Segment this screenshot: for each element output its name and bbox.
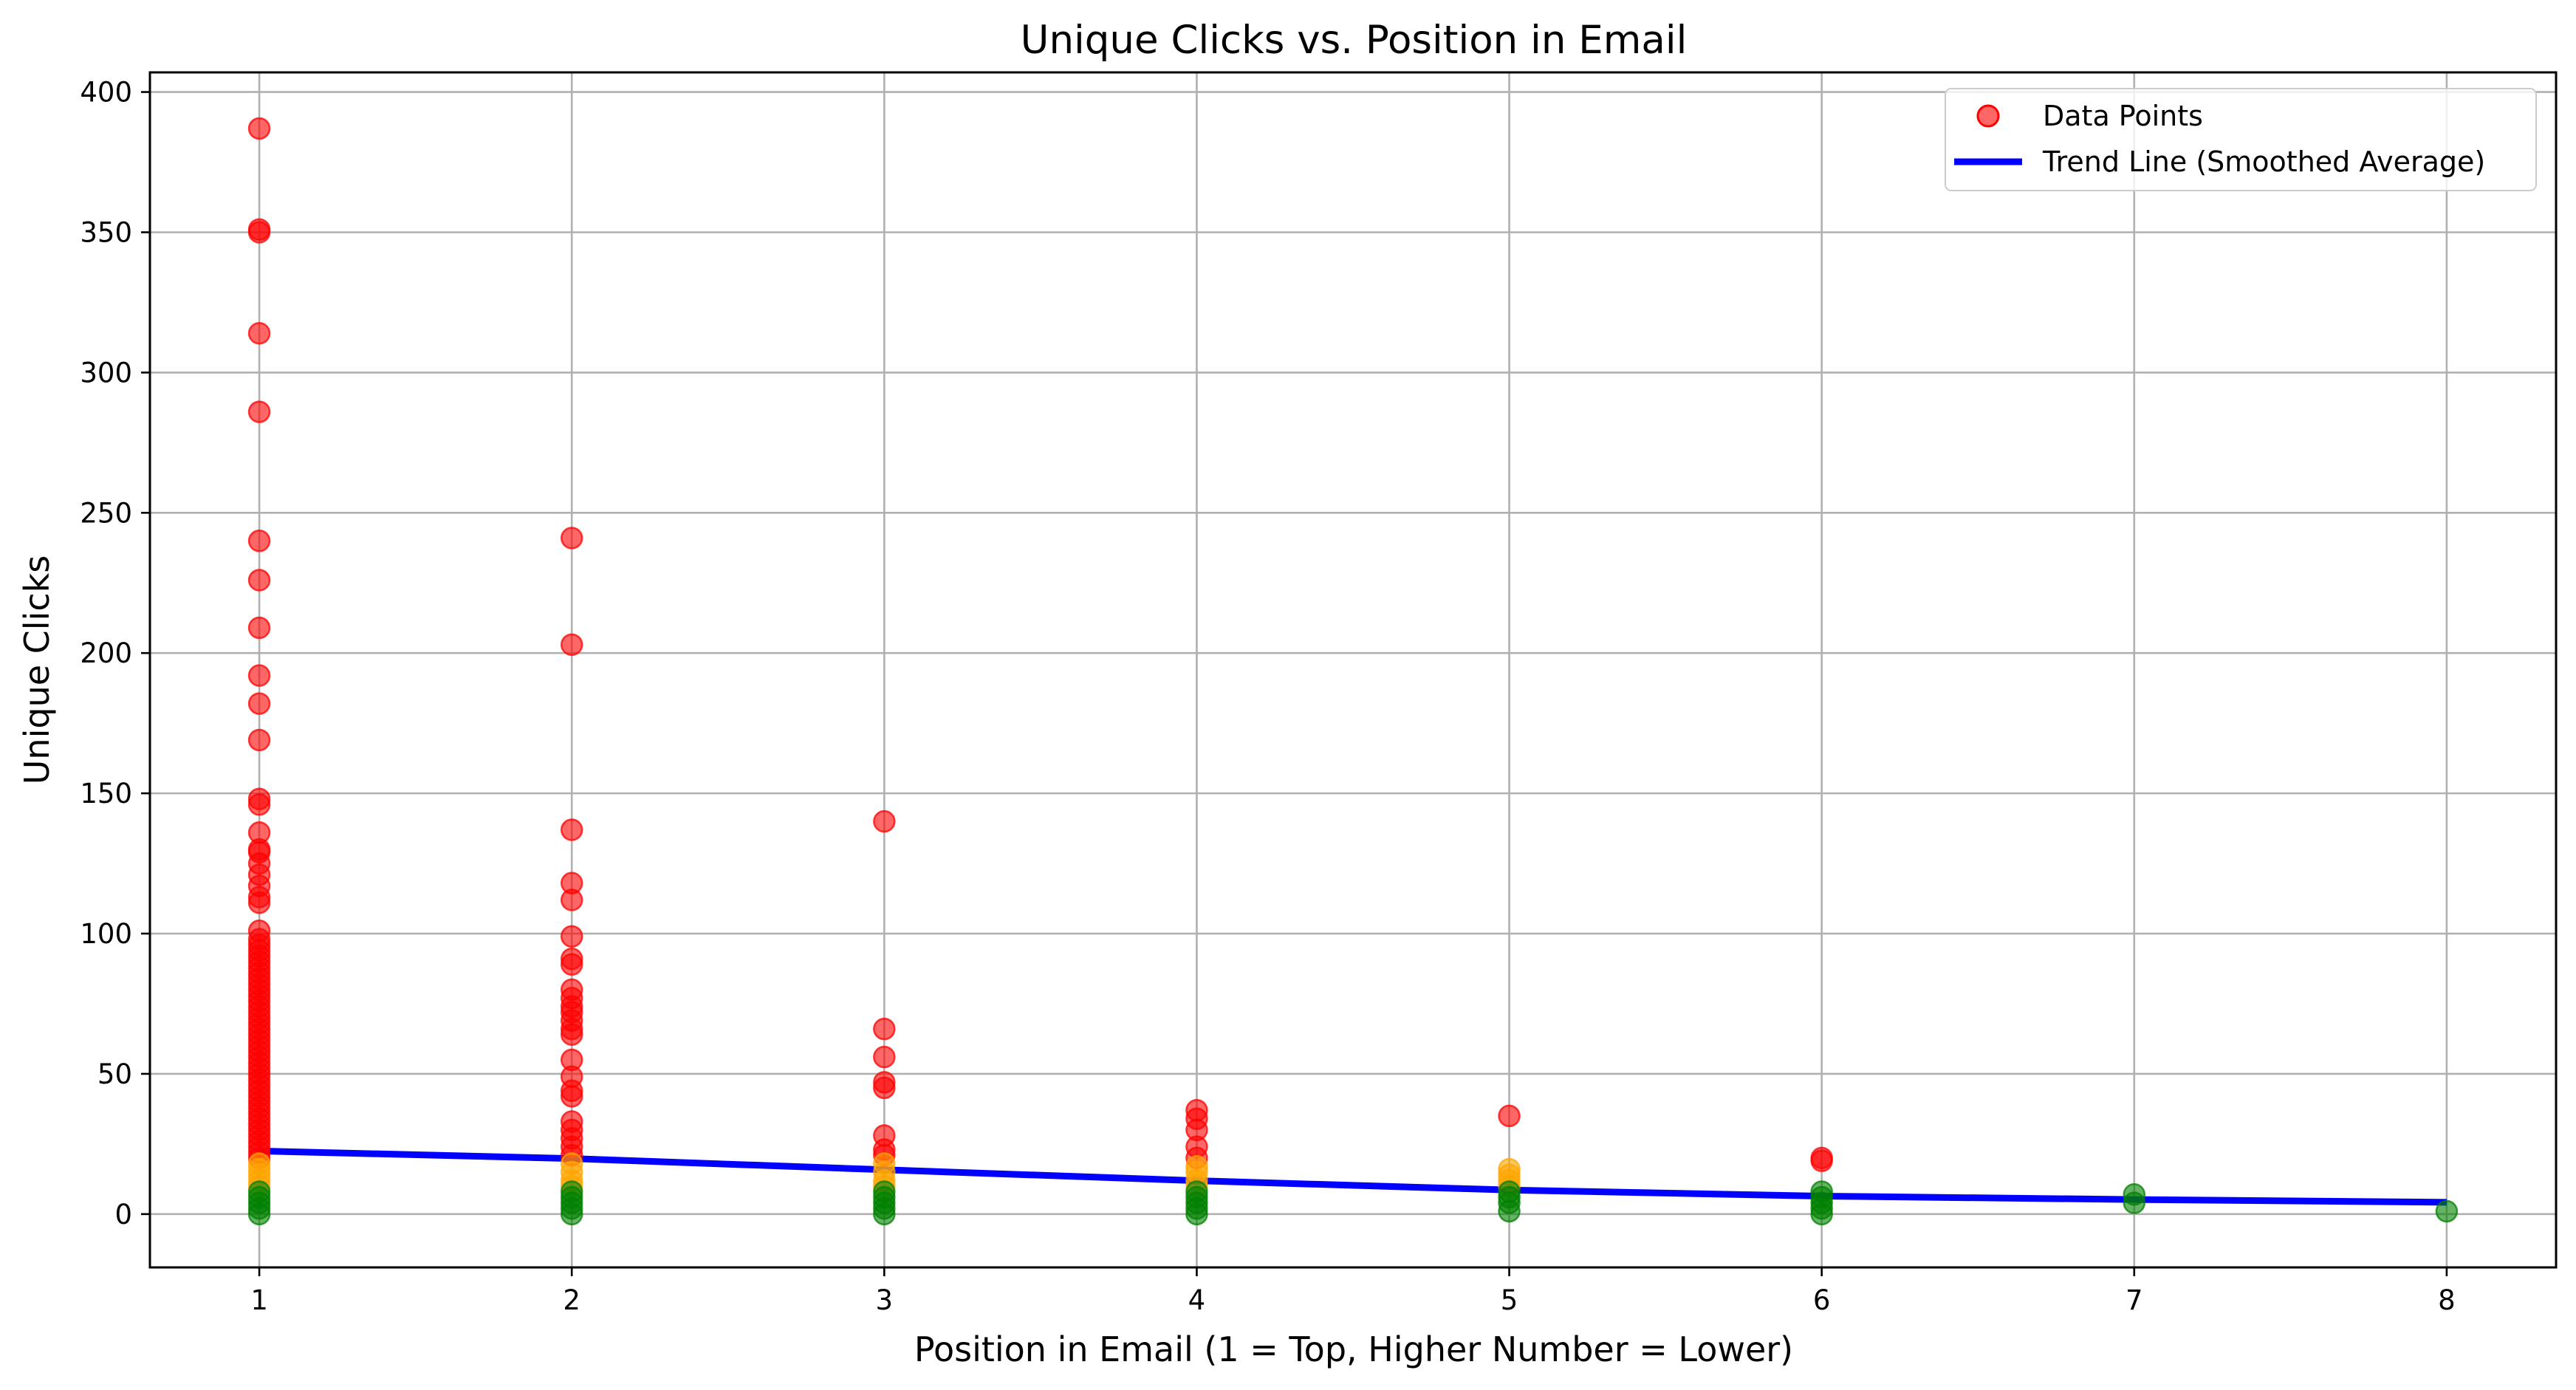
data-point bbox=[560, 953, 583, 976]
data-point bbox=[247, 117, 271, 140]
y-tick-label: 350 bbox=[80, 216, 132, 248]
x-tick-label: 1 bbox=[250, 1284, 268, 1316]
data-point bbox=[1810, 1149, 1833, 1172]
data-point bbox=[873, 1045, 896, 1069]
data-point bbox=[1185, 1202, 1208, 1226]
data-point bbox=[873, 1017, 896, 1041]
data-point bbox=[873, 1202, 896, 1226]
data-point bbox=[1810, 1202, 1833, 1226]
x-tick-label: 8 bbox=[2438, 1284, 2456, 1316]
y-tick-label: 150 bbox=[80, 778, 132, 809]
data-point bbox=[247, 321, 271, 345]
data-point bbox=[247, 530, 271, 552]
x-tick-label: 3 bbox=[876, 1284, 894, 1316]
legend: Data Points Trend Line (Smoothed Average… bbox=[1945, 88, 2537, 191]
data-point bbox=[560, 925, 583, 948]
data-point bbox=[560, 818, 583, 841]
data-point bbox=[560, 1023, 583, 1047]
legend-label-data-points: Data Points bbox=[2043, 100, 2203, 132]
data-point bbox=[247, 728, 271, 752]
data-points-layer bbox=[247, 117, 2459, 1226]
x-axis-label: Position in Email (1 = Top, Higher Numbe… bbox=[914, 1329, 1793, 1369]
y-tick-label: 100 bbox=[80, 918, 132, 950]
data-point bbox=[560, 1085, 583, 1108]
trend-line-layer bbox=[258, 1147, 2447, 1206]
y-tick-label: 300 bbox=[80, 357, 132, 388]
data-point bbox=[873, 1076, 896, 1100]
data-point bbox=[247, 569, 271, 592]
axis-ticks: 1 2 3 4 5 6 7 8 0 50 100 150 200 250 300 350 400 bbox=[80, 77, 2455, 1316]
data-point bbox=[2435, 1199, 2459, 1223]
data-point bbox=[247, 400, 271, 423]
data-point bbox=[560, 889, 583, 911]
x-tick-label: 6 bbox=[1813, 1284, 1831, 1316]
y-axis-label: Unique Clicks bbox=[17, 555, 57, 784]
data-point bbox=[247, 891, 271, 914]
data-point bbox=[560, 527, 583, 550]
data-point bbox=[560, 1202, 583, 1226]
data-point bbox=[247, 664, 271, 687]
data-point bbox=[873, 809, 896, 833]
legend-label-trend-line: Trend Line (Smoothed Average) bbox=[2042, 145, 2485, 178]
grid-lines bbox=[150, 72, 2556, 1267]
legend-marker-data-points bbox=[1976, 104, 2000, 128]
data-point bbox=[1498, 1199, 1521, 1223]
x-tick-label: 2 bbox=[563, 1284, 580, 1316]
chart-title: Unique Clicks vs. Position in Email bbox=[1021, 18, 1688, 63]
data-point bbox=[2123, 1191, 2146, 1214]
data-point bbox=[247, 1202, 271, 1226]
data-point bbox=[247, 221, 271, 244]
y-tick-label: 200 bbox=[80, 637, 132, 669]
data-point bbox=[247, 692, 271, 715]
plot-area-frame bbox=[148, 71, 2558, 1269]
y-tick-label: 50 bbox=[97, 1058, 132, 1090]
y-tick-label: 0 bbox=[114, 1199, 132, 1230]
trend-line bbox=[258, 1147, 2447, 1206]
y-tick-label: 250 bbox=[80, 497, 132, 529]
x-tick-label: 4 bbox=[1188, 1284, 1206, 1316]
data-point bbox=[1498, 1104, 1521, 1128]
data-point bbox=[247, 793, 271, 816]
legend-box bbox=[1945, 88, 2537, 191]
x-tick-label: 7 bbox=[2125, 1284, 2143, 1316]
data-point bbox=[560, 633, 583, 657]
x-tick-label: 5 bbox=[1501, 1284, 1518, 1316]
data-point bbox=[247, 616, 271, 640]
y-tick-label: 400 bbox=[80, 77, 132, 109]
